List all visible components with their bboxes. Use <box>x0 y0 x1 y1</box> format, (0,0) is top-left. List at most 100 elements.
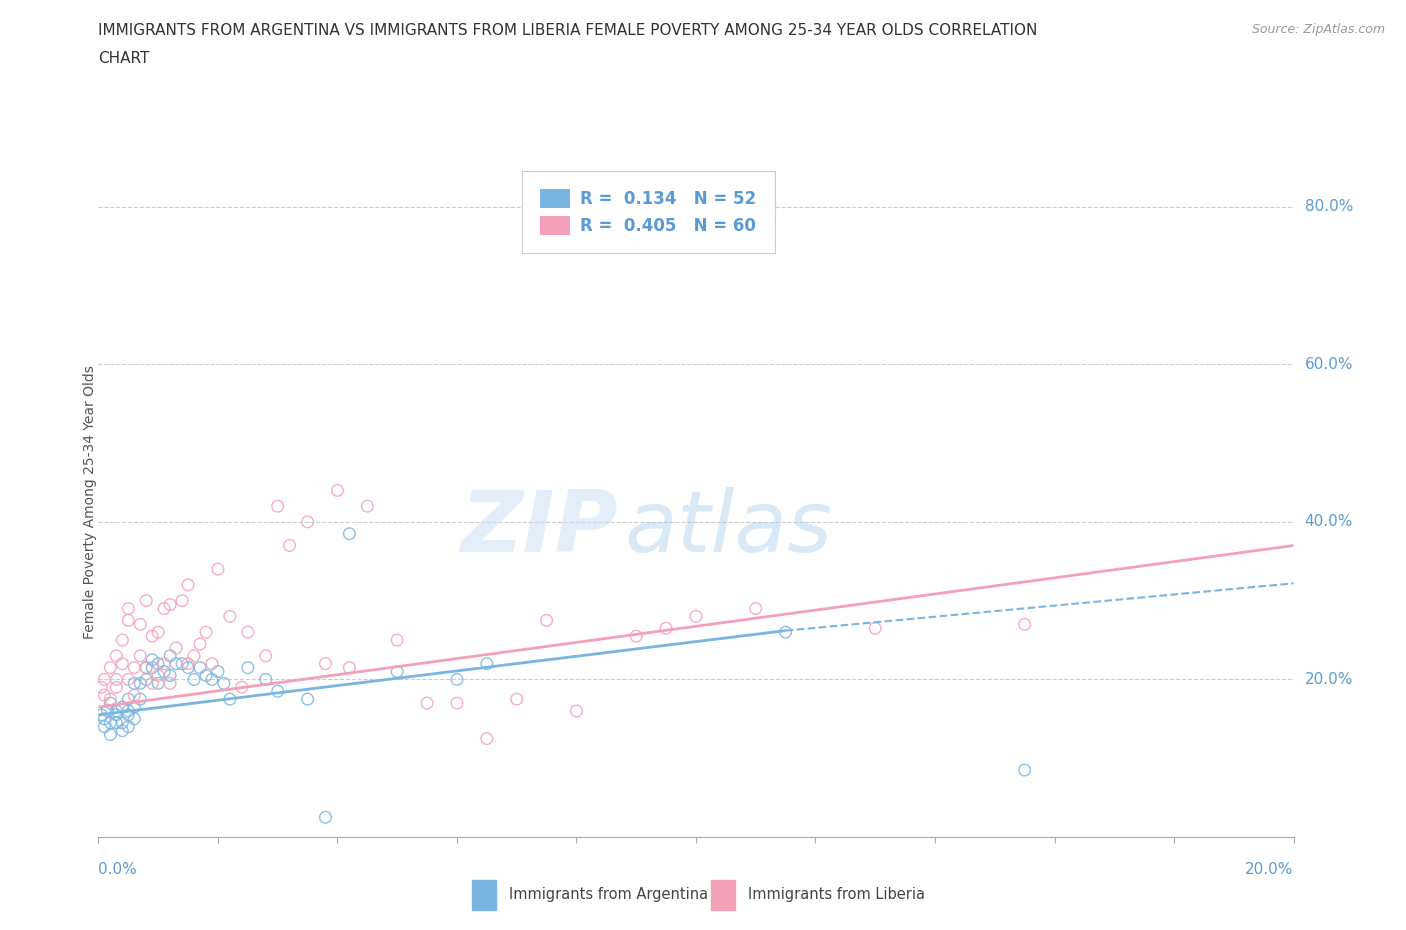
Point <box>129 676 152 691</box>
Point <box>201 657 224 671</box>
Point <box>96 703 118 718</box>
Point <box>219 692 242 707</box>
Y-axis label: Female Poverty Among 25-34 Year Olds: Female Poverty Among 25-34 Year Olds <box>83 365 97 639</box>
Point <box>231 680 253 695</box>
Point <box>385 632 409 647</box>
Point <box>177 578 200 592</box>
Point <box>129 617 152 631</box>
Point <box>183 648 205 663</box>
Point <box>475 657 498 671</box>
Point <box>124 676 146 691</box>
Point <box>267 684 290 698</box>
Point <box>111 724 134 738</box>
Point <box>117 692 139 707</box>
Point <box>236 660 259 675</box>
Point <box>624 629 647 644</box>
Point <box>212 676 235 691</box>
Text: 0.0%: 0.0% <box>98 862 138 877</box>
Point <box>129 648 152 663</box>
Text: atlas: atlas <box>624 487 832 570</box>
Point <box>207 664 229 679</box>
Point <box>159 648 181 663</box>
Point <box>98 696 122 711</box>
Point <box>105 648 128 663</box>
Point <box>315 810 337 825</box>
Point <box>141 629 163 644</box>
Point <box>93 711 115 726</box>
Point <box>194 668 218 683</box>
Point <box>188 636 211 651</box>
Point <box>153 657 176 671</box>
Point <box>153 664 176 679</box>
Point <box>90 680 112 695</box>
Legend: R =  0.134   N = 52, R =  0.405   N = 60: R = 0.134 N = 52, R = 0.405 N = 60 <box>527 176 769 248</box>
Point <box>105 680 128 695</box>
Point <box>117 708 139 723</box>
Text: 20.0%: 20.0% <box>1246 862 1294 877</box>
Text: ZIP: ZIP <box>461 487 619 570</box>
Text: 80.0%: 80.0% <box>1305 199 1353 214</box>
Point <box>124 711 146 726</box>
Point <box>117 601 139 616</box>
Point <box>117 719 139 734</box>
Point <box>685 609 707 624</box>
Point <box>385 664 409 679</box>
Point <box>111 715 134 730</box>
Point <box>98 660 122 675</box>
Point <box>105 703 128 718</box>
Point <box>326 483 349 498</box>
Point <box>148 676 170 691</box>
Point <box>105 715 128 730</box>
Point <box>148 657 170 671</box>
Point <box>188 660 211 675</box>
Point <box>159 597 181 612</box>
Point <box>446 672 468 687</box>
Point <box>98 727 122 742</box>
Point <box>124 660 146 675</box>
Point <box>254 648 277 663</box>
Point <box>129 692 152 707</box>
Text: Immigrants from Liberia: Immigrants from Liberia <box>748 887 925 902</box>
Point <box>506 692 529 707</box>
Point <box>124 688 146 703</box>
Text: IMMIGRANTS FROM ARGENTINA VS IMMIGRANTS FROM LIBERIA FEMALE POVERTY AMONG 25-34 : IMMIGRANTS FROM ARGENTINA VS IMMIGRANTS … <box>98 23 1038 38</box>
Point <box>1014 617 1036 631</box>
Point <box>565 703 588 718</box>
Point <box>745 601 768 616</box>
Point <box>153 601 176 616</box>
Point <box>90 708 112 723</box>
Point <box>339 660 360 675</box>
Point <box>93 688 115 703</box>
Point <box>536 613 558 628</box>
Point <box>135 672 157 687</box>
Point <box>159 668 181 683</box>
Point <box>117 672 139 687</box>
Point <box>93 719 115 734</box>
Point <box>172 593 194 608</box>
Point <box>475 731 498 746</box>
Point <box>201 672 224 687</box>
Point <box>165 641 187 656</box>
Point <box>416 696 439 711</box>
Point <box>267 498 290 513</box>
Point <box>159 676 181 691</box>
Point <box>93 672 115 687</box>
Point <box>356 498 378 513</box>
Point <box>177 657 200 671</box>
Point <box>172 657 194 671</box>
Point <box>165 657 187 671</box>
Point <box>446 696 468 711</box>
Point <box>141 652 163 667</box>
Point <box>105 708 128 723</box>
Point <box>339 526 360 541</box>
Point <box>297 514 319 529</box>
Point <box>297 692 319 707</box>
Point <box>124 699 146 714</box>
Point <box>135 593 157 608</box>
Point <box>105 672 128 687</box>
Point <box>207 562 229 577</box>
Point <box>1014 763 1036 777</box>
Point <box>655 621 678 636</box>
Text: Source: ZipAtlas.com: Source: ZipAtlas.com <box>1251 23 1385 36</box>
Point <box>135 660 157 675</box>
